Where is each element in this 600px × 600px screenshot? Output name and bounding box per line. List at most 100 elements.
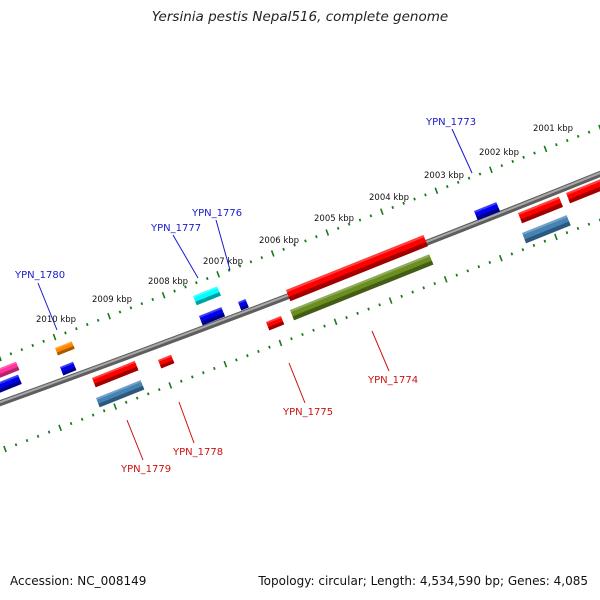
kbp-label: 2007 kbp (203, 257, 243, 267)
gene-leader-line (288, 362, 306, 404)
minor-tick (500, 164, 504, 168)
minor-tick (367, 307, 370, 311)
feature-steelblue[interactable] (96, 380, 145, 408)
gene-leader-line (371, 330, 390, 372)
minor-tick (411, 290, 414, 294)
minor-tick (42, 339, 45, 343)
minor-tick (347, 222, 351, 226)
feature-blue[interactable] (60, 361, 77, 376)
minor-tick (510, 252, 514, 256)
minor-tick (391, 205, 395, 210)
major-tick (161, 291, 166, 299)
minor-tick (369, 214, 373, 218)
minor-tick (356, 311, 359, 315)
minor-tick (80, 417, 84, 421)
minor-tick (140, 302, 144, 306)
gene-label[interactable]: YPN_1778 (172, 447, 223, 458)
minor-tick (290, 337, 293, 341)
feature-blue[interactable] (238, 299, 249, 311)
minor-tick (20, 348, 24, 352)
minor-tick (312, 328, 315, 332)
feature-blue[interactable] (199, 307, 225, 326)
minor-tick (533, 151, 536, 155)
gene-leader-line (172, 234, 199, 279)
minor-tick (64, 331, 67, 335)
minor-tick (205, 276, 209, 281)
major-tick (333, 318, 338, 326)
label-leaders (37, 128, 473, 461)
gene-label[interactable]: YPN_1780 (14, 270, 65, 281)
gene-label[interactable]: YPN_1777 (150, 223, 201, 234)
feature-red[interactable] (518, 196, 563, 224)
feature-red[interactable] (158, 354, 175, 369)
minor-tick (402, 201, 405, 205)
minor-tick (565, 138, 569, 143)
minor-tick (260, 256, 264, 260)
gene-label[interactable]: YPN_1774 (367, 375, 418, 386)
minor-tick (358, 218, 362, 222)
minor-tick (179, 379, 183, 383)
major-tick (325, 229, 330, 236)
major-tick (434, 187, 439, 195)
major-tick (58, 424, 62, 432)
feature-blue[interactable] (0, 374, 22, 395)
minor-tick (146, 392, 150, 396)
minor-tick (587, 222, 591, 226)
gene-label[interactable]: YPN_1779 (120, 464, 171, 475)
major-tick (379, 208, 384, 215)
kbp-label: 2004 kbp (369, 193, 409, 203)
minor-tick (195, 281, 198, 285)
map-title: Yersinia pestis Nepal516, complete genom… (151, 9, 449, 25)
minor-tick (555, 143, 558, 147)
minor-tick (118, 310, 122, 314)
minor-tick (587, 130, 591, 134)
minor-tick (521, 248, 525, 252)
gene-label[interactable]: YPN_1776 (191, 208, 242, 219)
minor-tick (293, 243, 296, 247)
major-tick (388, 297, 393, 304)
minor-tick (543, 239, 547, 243)
minor-tick (433, 282, 437, 286)
major-tick (216, 271, 221, 278)
minor-tick (576, 226, 580, 231)
gene-leader-line (37, 282, 58, 331)
minor-tick (47, 430, 51, 434)
gene-label[interactable]: YPN_1775 (282, 407, 333, 418)
major-tick (489, 166, 493, 174)
minor-tick (96, 318, 100, 322)
feature-cyan[interactable] (193, 286, 221, 306)
outer-tick-ring (0, 124, 600, 362)
gene-label[interactable]: YPN_1773 (425, 117, 476, 128)
feature-red[interactable] (92, 360, 139, 388)
minor-tick (400, 294, 403, 298)
minor-tick (235, 358, 238, 362)
feature-pink[interactable] (0, 361, 20, 381)
feature-red[interactable] (266, 316, 285, 331)
minor-tick (378, 303, 381, 307)
feature-red[interactable] (566, 178, 600, 204)
major-tick (52, 333, 57, 341)
minor-tick (257, 349, 260, 354)
feature-blue[interactable] (474, 202, 500, 221)
minor-tick (85, 322, 89, 327)
feature-red[interactable] (286, 235, 428, 302)
minor-tick (213, 366, 216, 370)
minor-tick (345, 315, 348, 320)
minor-tick (249, 260, 253, 264)
minor-tick (576, 134, 580, 138)
minor-tick (413, 197, 416, 201)
major-tick (113, 403, 118, 410)
minor-tick (477, 265, 481, 269)
major-tick (554, 233, 558, 241)
minor-tick (445, 184, 449, 189)
feature-steelblue[interactable] (522, 215, 571, 244)
major-tick (270, 250, 275, 257)
minor-tick (268, 345, 271, 349)
feature-olive[interactable] (290, 254, 434, 321)
inner-tick-ring (3, 218, 600, 453)
feature-orange[interactable] (55, 341, 75, 356)
minor-tick (151, 297, 155, 302)
minor-tick (565, 231, 569, 235)
major-tick (278, 339, 283, 347)
